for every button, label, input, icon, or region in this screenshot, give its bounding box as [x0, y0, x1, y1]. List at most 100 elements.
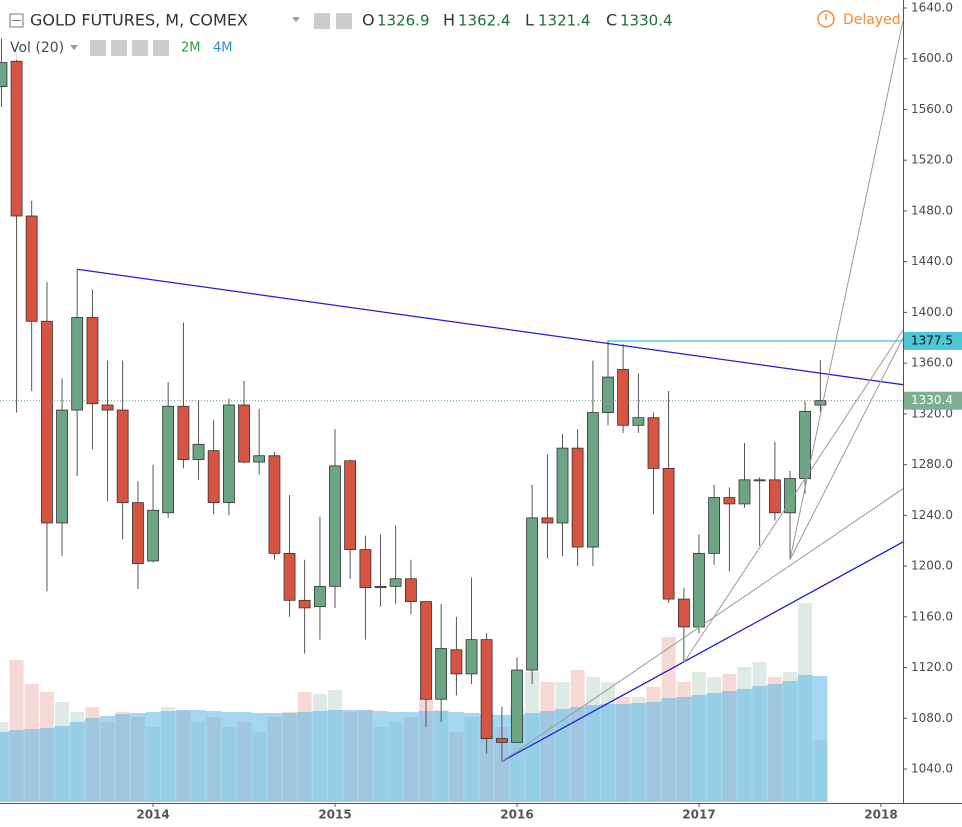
- candle-body: [617, 369, 630, 426]
- candle-body: [465, 639, 478, 675]
- low-letter: L: [525, 11, 534, 30]
- trend-line: [683, 329, 904, 663]
- candle-body: [738, 479, 751, 505]
- candle-body: [708, 497, 721, 554]
- candle-body: [177, 405, 190, 460]
- x-tick-label: 2015: [318, 808, 351, 822]
- settings-icon[interactable]: [111, 40, 127, 56]
- candle-body: [116, 409, 129, 504]
- axes: 1040.0 1080.0 1120.0 1160.0 1200.0 1240.0 1280…: [136, 0, 962, 822]
- y-tick-label: 1240.0: [911, 508, 953, 522]
- x-tick-label: 2017: [682, 808, 715, 822]
- y-tick-label: 1280.0: [911, 457, 953, 471]
- y-tick-label: 1320.0: [911, 406, 953, 420]
- candle-body: [283, 552, 296, 601]
- candle-body: [677, 598, 690, 628]
- y-tick-label: 1160.0: [911, 609, 953, 623]
- y-tick-label: 1480.0: [911, 203, 953, 217]
- dropdown-icon[interactable]: [292, 17, 300, 22]
- candle-body: [374, 585, 387, 589]
- candle-body: [784, 478, 796, 514]
- eye-icon[interactable]: [314, 13, 330, 29]
- y-tick-label: 1080.0: [911, 711, 953, 725]
- y-tick-label: 1400.0: [911, 305, 953, 319]
- candle-body: [25, 215, 38, 322]
- candle-body: [132, 502, 144, 564]
- dropdown-icon[interactable]: [70, 45, 78, 50]
- candle-body: [344, 460, 357, 550]
- candle-body: [238, 404, 250, 463]
- candle-body: [10, 60, 23, 217]
- candle-body: [268, 455, 281, 554]
- candle-body: [723, 497, 736, 505]
- candle-body: [207, 450, 220, 504]
- candle-body: [56, 409, 68, 524]
- candle-body: [389, 578, 402, 587]
- x-tick-label: 2016: [500, 808, 533, 822]
- candle-body: [480, 639, 493, 739]
- collapse-icon[interactable]: [9, 13, 24, 28]
- more-icon[interactable]: [153, 40, 169, 56]
- candle-body: [71, 317, 84, 411]
- candle-body: [571, 447, 584, 548]
- trend-line: [501, 488, 904, 762]
- x-tick-label: 2014: [136, 808, 169, 822]
- candle-body: [147, 509, 159, 562]
- y-tick-label: 1560.0: [911, 102, 953, 116]
- y-tick-label: 1440.0: [911, 254, 953, 268]
- candle-body: [0, 62, 8, 88]
- candle-body: [647, 417, 660, 469]
- level-label: 1377.5: [911, 333, 953, 347]
- candle-body: [693, 552, 705, 628]
- legend: GOLD FUTURES, M, COMEX O 1326.9 H 1362.4…: [2, 6, 673, 60]
- candle-body: [223, 404, 235, 504]
- candle-body: [405, 578, 417, 602]
- x-tick-label: 2018: [864, 808, 897, 822]
- symbol-title: GOLD FUTURES, M, COMEX: [30, 11, 248, 30]
- close-value: 1330.4: [620, 12, 673, 30]
- last-price-box: [904, 391, 962, 410]
- y-tick-label: 1360.0: [911, 356, 953, 370]
- candle-body: [101, 404, 114, 411]
- candle-body: [41, 320, 53, 524]
- volume-value-1: 2M: [181, 41, 201, 56]
- candle-body: [768, 479, 781, 514]
- open-value: 1326.9: [377, 12, 430, 30]
- trend-line: [789, 337, 904, 560]
- volume-ma-area: [0, 675, 828, 802]
- candle-body: [450, 649, 463, 675]
- delayed-icon: [817, 10, 835, 28]
- volume-title: Vol (20): [10, 40, 64, 56]
- trend-line: [501, 541, 904, 762]
- plot-area: [0, 20, 904, 802]
- close-letter: C: [606, 11, 617, 30]
- candle-body: [329, 465, 341, 587]
- trend-line: [789, 20, 904, 560]
- settings-icon[interactable]: [336, 13, 352, 29]
- last-price-label: 1330.4: [911, 393, 953, 407]
- candle-body: [162, 405, 175, 514]
- candle-body: [314, 585, 326, 608]
- candle-body: [435, 648, 448, 700]
- candle-body: [662, 468, 675, 600]
- trend-line: [77, 268, 904, 386]
- candle-body: [556, 447, 569, 524]
- add-icon[interactable]: [132, 40, 148, 56]
- high-letter: H: [443, 11, 455, 30]
- y-tick-label: 1120.0: [911, 660, 953, 674]
- y-tick-label: 1600.0: [911, 51, 953, 65]
- candle-body: [526, 517, 539, 671]
- candle-body: [541, 517, 554, 524]
- y-tick-label: 1520.0: [911, 153, 953, 167]
- status: Delayed: [817, 10, 901, 28]
- candle-body: [420, 601, 432, 700]
- open-letter: O: [362, 11, 375, 30]
- volume-value-2: 4M: [213, 41, 233, 56]
- candle-body: [359, 549, 372, 589]
- candle-body: [587, 412, 599, 548]
- candle-body: [253, 455, 266, 463]
- eye-icon[interactable]: [90, 40, 106, 56]
- y-tick-label: 1200.0: [911, 559, 953, 573]
